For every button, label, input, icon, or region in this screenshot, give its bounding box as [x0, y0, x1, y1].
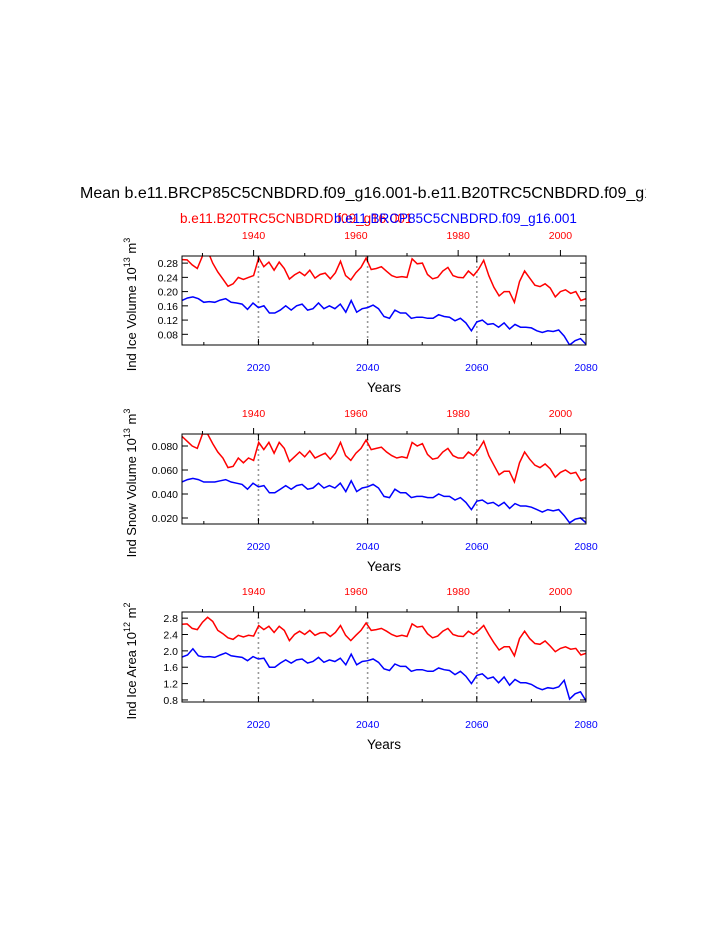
- x-tick-label-bottom: 2020: [247, 541, 271, 553]
- y-tick-label: 2.0: [163, 646, 178, 658]
- y-tick-label: 0.20: [158, 287, 179, 299]
- x-tick-label-bottom: 2020: [247, 362, 271, 374]
- x-axis-label: Years: [367, 380, 401, 395]
- x-tick-label-top: 1940: [242, 586, 266, 598]
- x-axis-label: Years: [367, 737, 401, 752]
- y-tick-label: 2.8: [163, 613, 178, 625]
- x-tick-label-bottom: 2040: [356, 719, 380, 731]
- series-line-red: [182, 434, 586, 485]
- plot-frame: [181, 255, 587, 346]
- y-tick-label: 0.28: [158, 258, 179, 270]
- y-tick-label: 1.6: [163, 662, 178, 674]
- series-line-red: [182, 616, 586, 658]
- y-axis-label: Ind Ice Volume 1013 m3: [122, 238, 139, 372]
- x-tick-label-bottom: 2060: [465, 541, 489, 553]
- x-tick-label-top: 1940: [242, 230, 266, 242]
- chart-panel-2: 2020 2040 2060 2080 1940 1960 1980 2000 0.020 0.0…: [122, 408, 598, 574]
- x-tick-label-bottom: 2060: [465, 362, 489, 374]
- x-tick-label-bottom: 2020: [247, 719, 271, 731]
- x-tick-label-bottom: 2060: [465, 719, 489, 731]
- x-tick-label-top: 1960: [344, 230, 368, 242]
- y-tick-label: 1.2: [163, 679, 178, 691]
- y-tick-label: 0.16: [158, 301, 179, 313]
- x-tick-label-top: 1960: [344, 408, 368, 420]
- x-tick-label-top: 2000: [549, 586, 573, 598]
- chart-panel-1: 2020 2040 2060 2080 1940 1960 1980 2000 0.08 0.12…: [122, 230, 598, 395]
- x-tick-label-top: 1980: [446, 230, 470, 242]
- x-tick-label-top: 2000: [549, 408, 573, 420]
- y-axis-label: Ind Snow Volume 1013 m3: [122, 409, 139, 558]
- x-tick-label-top: 1980: [446, 586, 470, 598]
- x-tick-label-top: 1960: [344, 586, 368, 598]
- series-line-blue: [182, 477, 586, 524]
- x-tick-label-bottom: 2080: [574, 362, 598, 374]
- series-line-blue: [182, 647, 586, 702]
- y-tick-label: 0.020: [152, 513, 178, 525]
- chart-panel-3: 2020 2040 2060 2080 1940 1960 1980 2000 0.8 1.2 1.…: [122, 586, 598, 752]
- plot-frame: [181, 433, 587, 525]
- y-axis-label: Ind Ice Area 1012 m2: [122, 603, 139, 720]
- y-tick-label: 0.040: [152, 489, 178, 501]
- y-tick-label: 0.08: [158, 329, 179, 341]
- plot-frame: [181, 611, 587, 703]
- y-tick-label: 0.24: [158, 272, 179, 284]
- y-tick-label: 0.12: [158, 315, 179, 327]
- legend-blue-series: b.e11.BRCP85C5CNBDRD.f09_g16.001: [334, 211, 577, 226]
- legend-red-series: b.e11.B20TRC5CNBDRD.f09_g16.001: [180, 211, 413, 226]
- x-tick-label-top: 1980: [446, 408, 470, 420]
- y-tick-label: 2.4: [163, 630, 178, 642]
- x-tick-label-bottom: 2040: [356, 541, 380, 553]
- y-tick-label: 0.060: [152, 465, 178, 477]
- y-tick-label: 0.080: [152, 441, 178, 453]
- page-title: Mean b.e11.BRCP85C5CNBDRD.f09_g16.001-b.…: [80, 185, 646, 202]
- x-tick-label-bottom: 2080: [574, 719, 598, 731]
- series-line-red: [182, 256, 586, 305]
- series-line-blue: [182, 296, 586, 345]
- x-tick-label-top: 2000: [549, 230, 573, 242]
- x-axis-label: Years: [367, 559, 401, 574]
- x-tick-label-bottom: 2040: [356, 362, 380, 374]
- x-tick-label-bottom: 2080: [574, 541, 598, 553]
- x-tick-label-top: 1940: [242, 408, 266, 420]
- y-tick-label: 0.8: [163, 695, 178, 707]
